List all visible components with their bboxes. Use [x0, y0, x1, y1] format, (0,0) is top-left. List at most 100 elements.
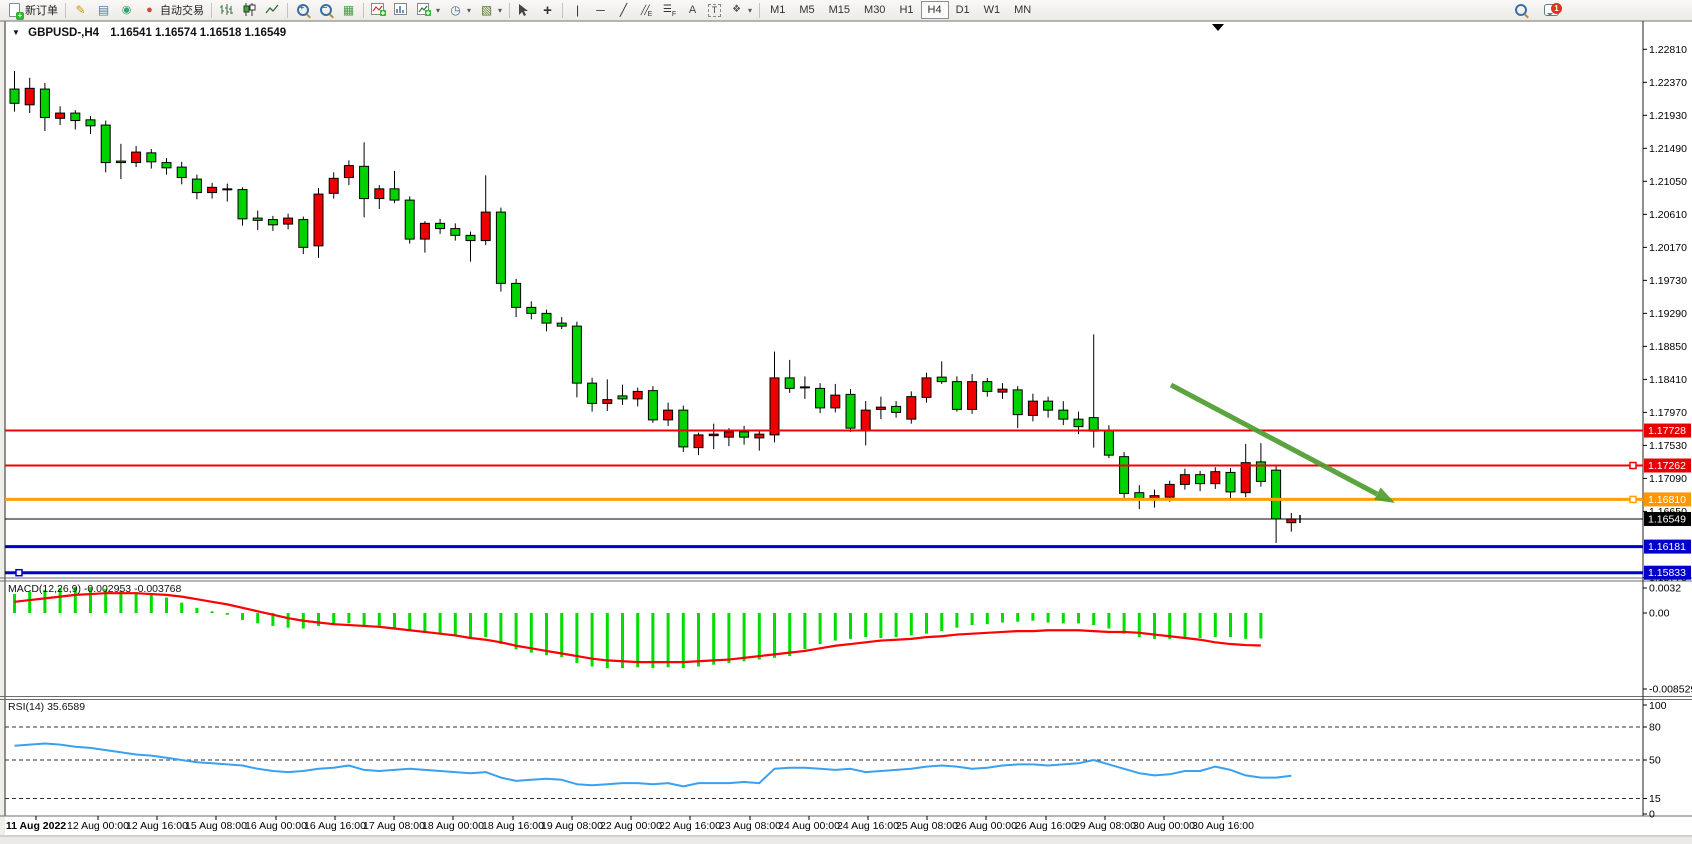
toolbar-separator — [65, 2, 66, 18]
svg-text:80: 80 — [1649, 722, 1661, 734]
svg-text:22 Aug 16:00: 22 Aug 16:00 — [659, 820, 721, 832]
auto-trading-icon — [142, 3, 157, 18]
clock-icon — [448, 3, 463, 18]
svg-text:18 Aug 16:00: 18 Aug 16:00 — [482, 820, 544, 832]
toolbar-separator — [509, 2, 511, 18]
timeframe-button-MN[interactable]: MN — [1007, 1, 1038, 19]
toolbar: 新订单 自动交易 — [0, 0, 1692, 21]
timeframe-button-W1[interactable]: W1 — [977, 1, 1008, 19]
toolbar-separator — [211, 2, 212, 18]
toolbar-separator — [363, 2, 364, 18]
periods-button[interactable] — [444, 1, 475, 19]
timeframe-button-H4[interactable]: H4 — [920, 1, 949, 19]
svg-text:1.17970: 1.17970 — [1649, 407, 1687, 419]
chart-symbol: GBPUSD-,H4 — [28, 27, 100, 39]
bar-chart-icon — [220, 3, 233, 15]
tile-windows-button[interactable] — [337, 1, 360, 19]
zoom-in-icon — [296, 4, 309, 16]
svg-text:29 Aug 08:00: 29 Aug 08:00 — [1074, 820, 1136, 832]
svg-text:1.22810: 1.22810 — [1649, 44, 1687, 56]
bar-chart-mode-button[interactable] — [215, 1, 238, 19]
profiles-button[interactable] — [69, 1, 92, 19]
fibonacci-tool-button[interactable] — [658, 1, 681, 19]
svg-text:15 Aug 08:00: 15 Aug 08:00 — [185, 820, 247, 832]
arrows-tool-button[interactable] — [725, 1, 756, 19]
timeframe-button-H1[interactable]: H1 — [892, 1, 920, 19]
toolbar-separator — [562, 2, 564, 18]
indicators-icon — [371, 2, 386, 16]
new-order-button[interactable]: 新订单 — [3, 1, 62, 20]
macd-indicator-label: MACD(12,26,9) -0.002953 -0.003768 — [8, 583, 182, 595]
new-order-label: 新订单 — [25, 5, 58, 17]
crosshair-button[interactable] — [536, 1, 559, 19]
svg-text:17 Aug 08:00: 17 Aug 08:00 — [363, 820, 425, 832]
svg-text:22 Aug 00:00: 22 Aug 00:00 — [600, 820, 662, 832]
new-chart-button[interactable] — [413, 1, 444, 19]
svg-text:12 Aug 00:00: 12 Aug 00:00 — [67, 820, 129, 832]
svg-text:-0.008529: -0.008529 — [1649, 684, 1692, 696]
indicator-windows-button[interactable] — [390, 1, 413, 19]
svg-text:1.16549: 1.16549 — [1648, 513, 1686, 525]
vertical-line-tool-button[interactable] — [566, 1, 589, 19]
svg-text:18 Aug 00:00: 18 Aug 00:00 — [422, 820, 484, 832]
timeframe-button-M1[interactable]: M1 — [763, 1, 792, 19]
profiles-icon — [73, 3, 88, 18]
zoom-in-button[interactable] — [291, 1, 314, 19]
market-watch-icon — [96, 3, 111, 18]
indicator-windows-icon — [394, 2, 407, 15]
svg-text:1.18850: 1.18850 — [1649, 341, 1687, 353]
navigator-button[interactable] — [115, 1, 138, 19]
tile-windows-icon — [341, 3, 356, 18]
notifications-button[interactable]: 1 — [1540, 1, 1563, 19]
search-icon — [1514, 4, 1527, 16]
channel-tool-button[interactable] — [635, 1, 658, 19]
candlestick-mode-button[interactable] — [238, 1, 261, 19]
templates-button[interactable] — [475, 1, 506, 19]
timeframe-button-D1[interactable]: D1 — [949, 1, 977, 19]
svg-text:1.18410: 1.18410 — [1649, 374, 1687, 386]
svg-text:16 Aug 00:00: 16 Aug 00:00 — [245, 820, 307, 832]
svg-text:1.17530: 1.17530 — [1649, 440, 1687, 452]
trendline-tool-button[interactable] — [612, 1, 635, 19]
arrows-icon — [729, 3, 744, 18]
svg-text:15: 15 — [1649, 793, 1661, 805]
svg-text:26 Aug 16:00: 26 Aug 16:00 — [1015, 820, 1077, 832]
vertical-line-icon — [570, 3, 585, 18]
timeframe-button-M5[interactable]: M5 — [792, 1, 821, 19]
chart-title: ▼ GBPUSD-,H4 1.16541 1.16574 1.16518 1.1… — [12, 27, 286, 39]
svg-text:1.17262: 1.17262 — [1648, 460, 1686, 472]
label-tool-button[interactable] — [704, 1, 725, 19]
svg-text:100: 100 — [1649, 700, 1667, 712]
svg-text:19 Aug 08:00: 19 Aug 08:00 — [541, 820, 603, 832]
svg-text:30 Aug 00:00: 30 Aug 00:00 — [1133, 820, 1195, 832]
text-tool-button[interactable] — [681, 1, 704, 19]
notification-badge: 1 — [1551, 3, 1562, 14]
indicators-button[interactable] — [367, 1, 390, 19]
auto-trading-label: 自动交易 — [160, 5, 204, 17]
cursor-button[interactable] — [513, 1, 536, 19]
line-chart-mode-button[interactable] — [261, 1, 284, 19]
svg-text:0: 0 — [1649, 809, 1655, 821]
svg-text:1.20610: 1.20610 — [1649, 209, 1687, 221]
trendline-icon — [616, 3, 631, 18]
zoom-out-button[interactable] — [314, 1, 337, 19]
svg-text:1.15833: 1.15833 — [1648, 567, 1686, 579]
toolbar-separator — [759, 2, 761, 18]
svg-text:1.22370: 1.22370 — [1649, 77, 1687, 89]
line-chart-icon — [265, 4, 279, 13]
market-watch-button[interactable] — [92, 1, 115, 19]
toolbar-separator — [287, 2, 288, 18]
timeframe-button-M30[interactable]: M30 — [857, 1, 892, 19]
text-label-icon — [708, 3, 722, 17]
timeframe-button-M15[interactable]: M15 — [822, 1, 857, 19]
search-button[interactable] — [1509, 1, 1532, 19]
svg-text:26 Aug 00:00: 26 Aug 00:00 — [955, 820, 1017, 832]
horizontal-line-tool-button[interactable] — [589, 1, 612, 19]
svg-text:1.21930: 1.21930 — [1649, 110, 1687, 122]
svg-text:1.17090: 1.17090 — [1649, 473, 1687, 485]
rsi-indicator-label: RSI(14) 35.6589 — [8, 701, 86, 713]
auto-trading-button[interactable]: 自动交易 — [138, 1, 208, 19]
collapse-triangle-icon[interactable]: ▼ — [12, 28, 20, 37]
